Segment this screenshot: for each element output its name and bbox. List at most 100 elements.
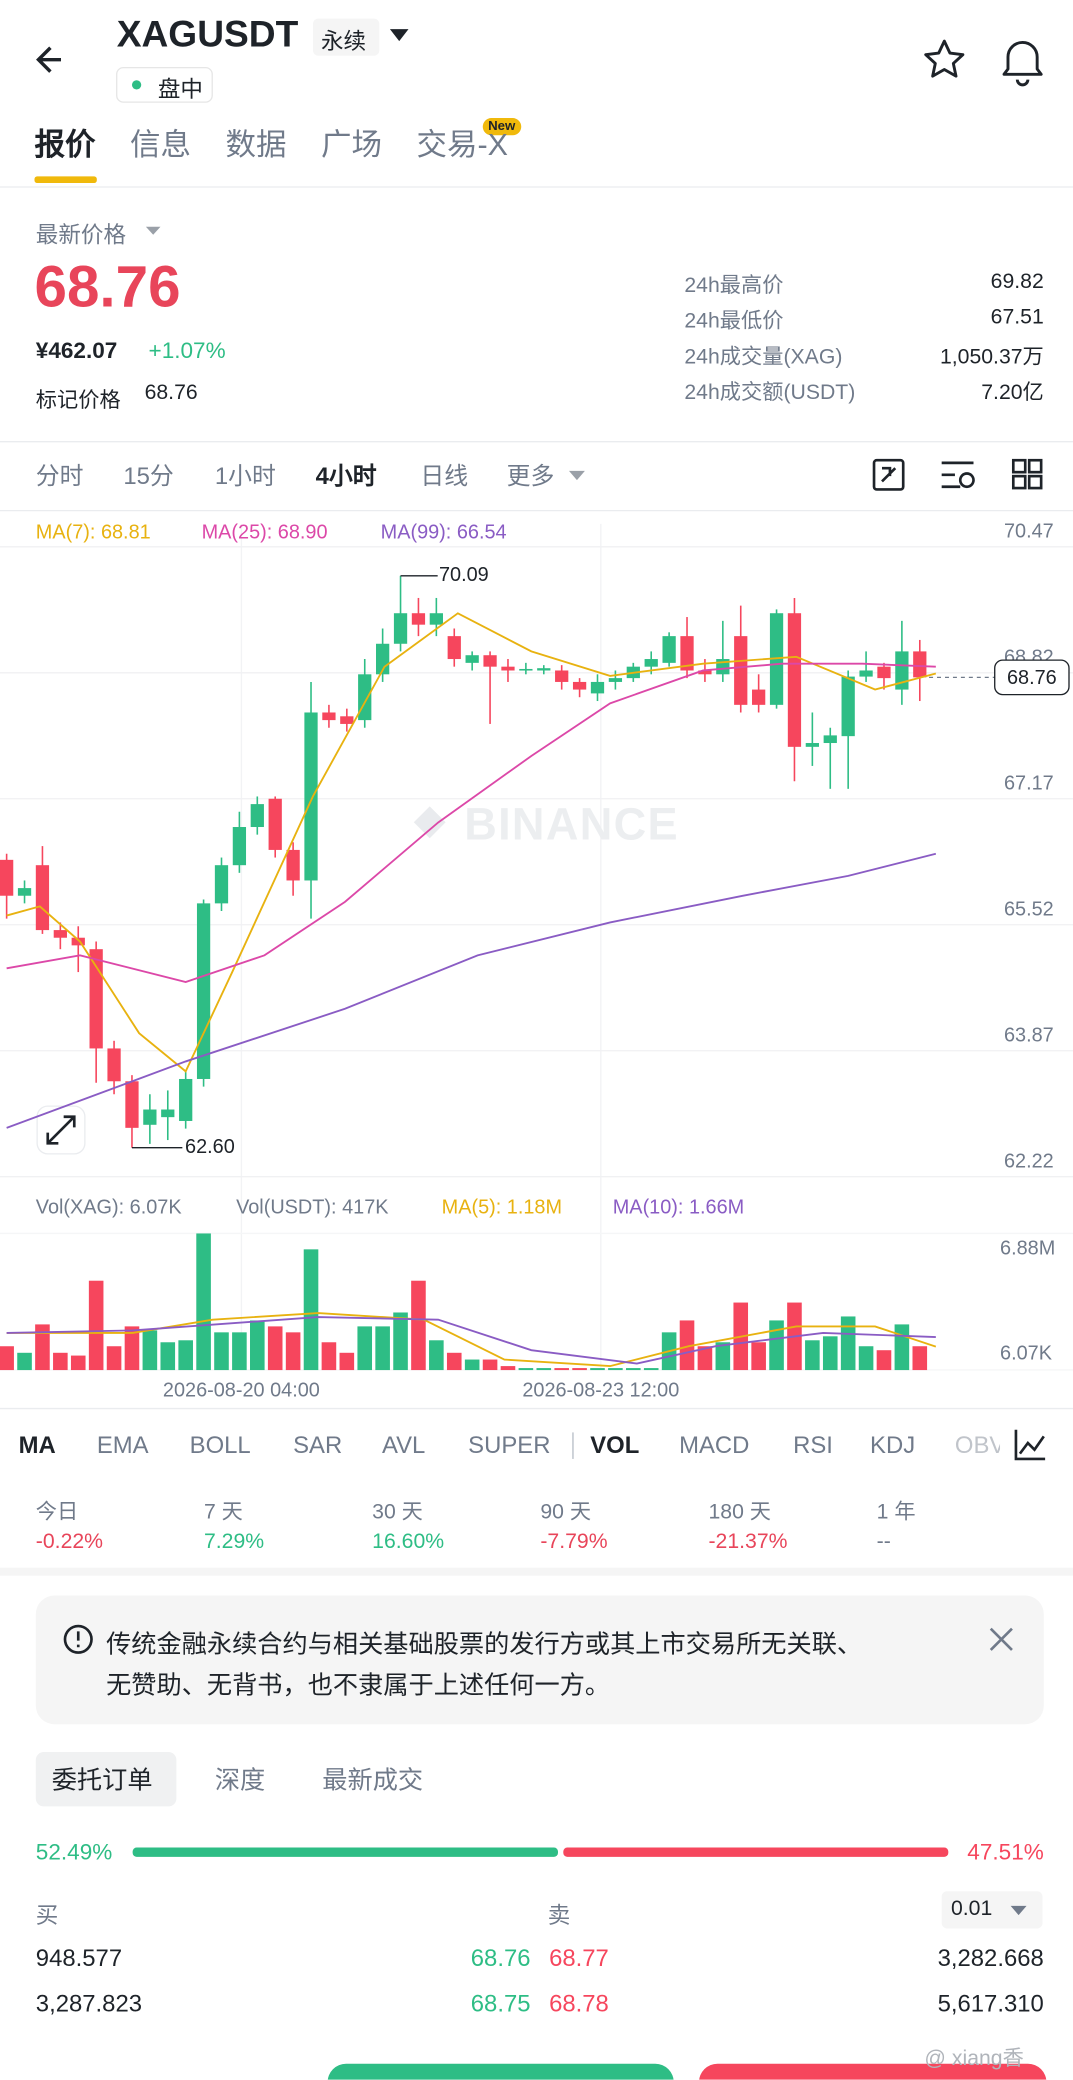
- last-price-label: 68.76: [1007, 667, 1057, 689]
- interval[interactable]: 1小时: [214, 462, 276, 490]
- volume-bar: [214, 1332, 229, 1371]
- volume-bar: [572, 1368, 587, 1371]
- candle-body: [644, 659, 658, 667]
- precision-box[interactable]: [941, 1891, 1043, 1929]
- candle-body: [555, 670, 569, 682]
- sell-button[interactable]: [699, 2063, 1047, 2080]
- stat-value: 7.20亿: [981, 381, 1044, 405]
- indicator[interactable]: EMA: [96, 1431, 149, 1459]
- interval[interactable]: 4小时: [315, 462, 377, 490]
- ask-quantity: 3,282.668: [937, 1945, 1044, 1972]
- volume-bar: [88, 1280, 104, 1371]
- indicator[interactable]: BOLL: [189, 1431, 251, 1459]
- expand-icon[interactable]: [46, 1115, 76, 1145]
- dropdown-icon[interactable]: [389, 29, 409, 42]
- star-icon[interactable]: [924, 39, 965, 78]
- candle-body: [179, 1078, 193, 1121]
- volume-bar: [17, 1352, 32, 1371]
- new-badge: New: [482, 118, 521, 136]
- volume-bar: [35, 1324, 50, 1371]
- stat-label: 24h最高价: [684, 274, 784, 298]
- interval[interactable]: 更多: [506, 462, 555, 490]
- bell-icon[interactable]: [1002, 41, 1043, 87]
- indicator[interactable]: SUPER: [468, 1431, 551, 1459]
- volume-bar: [518, 1368, 534, 1371]
- dropdown-icon[interactable]: [145, 226, 161, 235]
- dropdown-icon[interactable]: [1010, 1905, 1027, 1916]
- candle-body: [465, 655, 479, 663]
- period-label: 1 年: [876, 1501, 916, 1524]
- precision[interactable]: 0.01: [950, 1897, 993, 1921]
- y-tick-label: 65.52: [1004, 898, 1054, 920]
- back-icon[interactable]: [36, 46, 62, 73]
- volume-bar: [554, 1368, 569, 1371]
- candle-body: [752, 689, 766, 705]
- indicator[interactable]: OBV: [954, 1431, 1000, 1459]
- volume-bar: [375, 1326, 390, 1371]
- candle-body: [429, 613, 443, 625]
- candle-body: [322, 712, 336, 721]
- ask-price: 68.77: [549, 1945, 609, 1972]
- volume-legend: MA(10): 1.66M: [613, 1197, 744, 1219]
- x-tick-label: 2026-08-23 12:00: [522, 1380, 679, 1402]
- book-tab[interactable]: 最新成交: [322, 1767, 424, 1796]
- volume-bar: [876, 1350, 892, 1371]
- buy-ratio-bar: [132, 1847, 558, 1857]
- candle-body: [877, 666, 891, 679]
- indicator[interactable]: AVL: [381, 1431, 426, 1459]
- y-tick-label: 70.47: [1004, 520, 1054, 542]
- period-label: 180 天: [708, 1501, 772, 1524]
- indicator[interactable]: SAR: [293, 1431, 343, 1459]
- tab[interactable]: 数据: [225, 127, 287, 162]
- candle-body: [662, 636, 676, 663]
- period-change: -21.37%: [708, 1530, 788, 1554]
- candle-body: [250, 804, 264, 828]
- interval[interactable]: 日线: [420, 462, 469, 490]
- volume-bar: [0, 1346, 14, 1371]
- indicator[interactable]: VOL: [590, 1431, 640, 1459]
- indicator[interactable]: MACD: [679, 1431, 750, 1459]
- volume-bar: [70, 1355, 86, 1371]
- candle-body: [841, 676, 855, 737]
- book-tab[interactable]: 委托订单: [51, 1767, 153, 1796]
- candle-body: [214, 865, 229, 904]
- volume-bar: [608, 1368, 623, 1371]
- candle-body: [680, 636, 694, 671]
- mark-label: 标记价格: [35, 389, 121, 413]
- book-tab[interactable]: 深度: [214, 1767, 266, 1796]
- tab[interactable]: 广场: [320, 127, 382, 162]
- y-tick-label: 6.07K: [1000, 1342, 1053, 1364]
- dropdown-icon[interactable]: [568, 470, 585, 481]
- volume-bar: [894, 1324, 910, 1371]
- y-tick-label: 63.87: [1004, 1024, 1054, 1046]
- ma-legend: MA(25): 68.90: [202, 521, 328, 543]
- indicator[interactable]: MA: [18, 1431, 56, 1459]
- last-price: 68.76: [34, 254, 181, 320]
- sell-ratio: 47.51%: [967, 1839, 1044, 1865]
- volume-bar: [53, 1352, 68, 1371]
- tab[interactable]: 信息: [129, 127, 191, 162]
- chart-settings-icon[interactable]: [1014, 1429, 1046, 1461]
- close-icon[interactable]: [989, 1627, 1013, 1651]
- candle-body: [608, 678, 623, 682]
- period-change: 16.60%: [372, 1530, 445, 1554]
- candle-body: [232, 827, 247, 866]
- candle-body: [698, 670, 712, 675]
- chart-tools[interactable]: [872, 458, 1043, 491]
- interval[interactable]: 分时: [35, 462, 84, 490]
- indicator[interactable]: RSI: [793, 1431, 833, 1459]
- indicator[interactable]: KDJ: [870, 1431, 916, 1459]
- ma-legend: MA(99): 66.54: [381, 521, 507, 543]
- volume-bar: [715, 1342, 731, 1371]
- buy-button[interactable]: [327, 2063, 674, 2080]
- ask-price: 68.78: [549, 1990, 609, 2017]
- candle-body: [286, 849, 300, 881]
- volume-bar: [106, 1346, 122, 1371]
- interval[interactable]: 15分: [123, 462, 174, 490]
- volume-bar: [840, 1316, 856, 1371]
- tab[interactable]: 交易-X: [416, 127, 508, 162]
- candle-body: [143, 1109, 157, 1125]
- tab[interactable]: 报价: [34, 127, 96, 162]
- active-tab-bg: [35, 1752, 177, 1807]
- contract-tag: [313, 18, 380, 56]
